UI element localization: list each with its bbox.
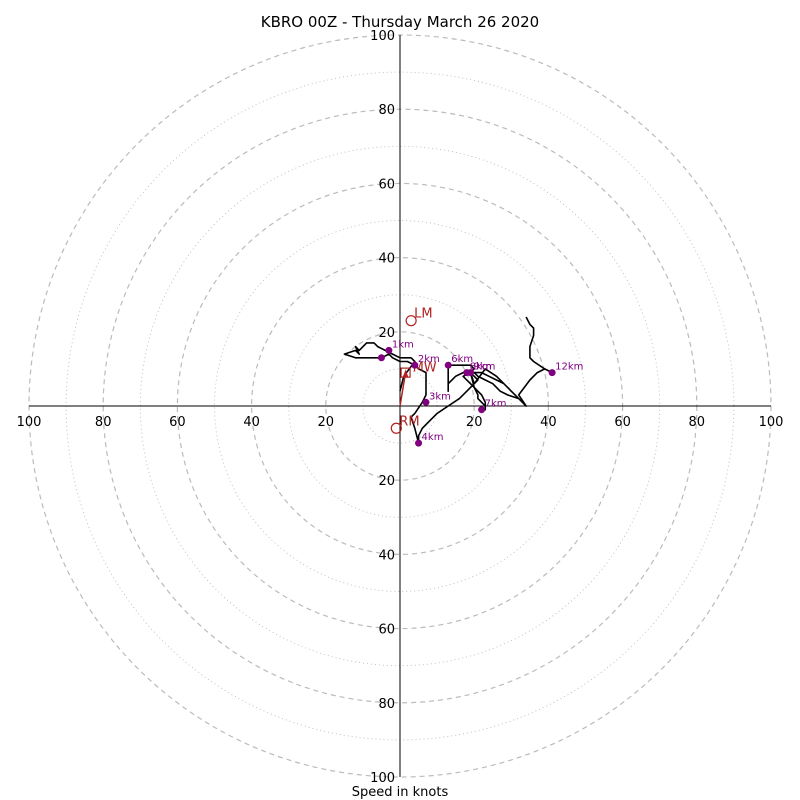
mean-wind-arrow xyxy=(399,372,407,407)
tick-label-east: 60 xyxy=(614,415,631,430)
tick-label-north: 80 xyxy=(378,103,395,118)
tick-label-west: 100 xyxy=(17,415,42,430)
storm-motion-label-lm: LM xyxy=(414,307,432,322)
tick-label-west: 80 xyxy=(95,415,112,430)
height-marker-2km xyxy=(411,361,419,369)
hodograph-trace xyxy=(343,316,553,444)
height-label-9km: 9km xyxy=(473,362,495,373)
storm-motion-group: MW LM RM xyxy=(390,307,437,434)
tick-label-west: 20 xyxy=(318,415,335,430)
height-label-1km: 1km xyxy=(392,339,414,350)
tick-label-north: 40 xyxy=(378,252,395,267)
height-marker-6km xyxy=(444,361,452,369)
storm-motion-marker-lm xyxy=(405,315,417,327)
height-label-3km: 3km xyxy=(429,391,451,402)
hodograph-trace-group xyxy=(343,316,553,444)
height-label-6km: 6km xyxy=(451,354,473,365)
tick-label-south: 20 xyxy=(378,474,395,489)
tick-label-south: 60 xyxy=(378,623,395,638)
mean-wind-marker xyxy=(400,367,411,378)
tick-label-south: 80 xyxy=(378,697,395,712)
height-label-8km: 8km xyxy=(470,362,492,373)
height-marker-1km xyxy=(385,346,393,354)
height-label-7km: 7km xyxy=(485,399,507,410)
mean-wind-label: MW xyxy=(413,361,437,376)
tick-label-north: 100 xyxy=(370,29,395,44)
tick-label-east: 80 xyxy=(689,415,706,430)
height-marker-7km xyxy=(478,406,486,414)
tick-label-east: 100 xyxy=(759,415,784,430)
tick-label-south: 100 xyxy=(370,771,395,786)
chart-title: KBRO 00Z - Thursday March 26 2020 xyxy=(261,13,539,31)
tick-label-west: 60 xyxy=(169,415,186,430)
tick-label-north: 60 xyxy=(378,177,395,192)
tick-label-south: 40 xyxy=(378,548,395,563)
tick-label-north: 20 xyxy=(378,326,395,341)
mean-wind-arrowhead xyxy=(402,369,409,378)
height-label-2km: 2km xyxy=(418,354,440,365)
tick-label-east: 20 xyxy=(466,415,483,430)
storm-motion-label-rm: RM xyxy=(399,414,419,429)
tick-label-west: 40 xyxy=(243,415,260,430)
height-marker-4km xyxy=(415,439,423,447)
height-marker-9km xyxy=(466,369,474,377)
height-label-4km: 4km xyxy=(422,432,444,443)
height-marker-12km xyxy=(548,369,556,377)
tick-label-east: 40 xyxy=(540,415,557,430)
height-marker-dot xyxy=(377,354,385,362)
height-label-12km: 12km xyxy=(555,362,583,373)
storm-motion-marker-rm xyxy=(390,422,402,434)
height-marker-3km xyxy=(422,398,430,406)
tick-labels: 20 20 20 20 40 40 40 40 60 60 60 60 80 80 80 80 100 100 10… xyxy=(17,29,784,786)
x-axis-label: Speed in knots xyxy=(352,785,449,800)
